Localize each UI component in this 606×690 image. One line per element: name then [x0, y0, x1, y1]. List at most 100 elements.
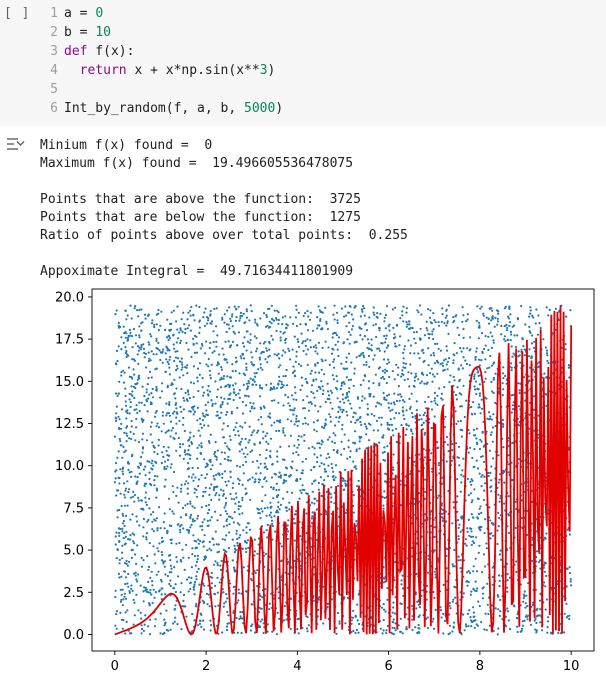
- scatter-point: [358, 622, 361, 626]
- scatter-point: [248, 439, 251, 442]
- scatter-point: [431, 620, 434, 623]
- scatter-point: [338, 415, 341, 418]
- scatter-point: [473, 448, 476, 451]
- scatter-point: [535, 621, 538, 625]
- scatter-point: [523, 354, 526, 357]
- scatter-point: [382, 504, 385, 507]
- scatter-point: [383, 446, 386, 449]
- scatter-point: [259, 366, 262, 369]
- scatter-point: [427, 395, 430, 399]
- scatter-point: [399, 602, 402, 605]
- scatter-point: [245, 590, 248, 593]
- scatter-point: [530, 357, 533, 360]
- scatter-point: [477, 526, 481, 529]
- scatter-point: [176, 560, 179, 563]
- scatter-point: [234, 369, 237, 373]
- scatter-point: [121, 627, 124, 630]
- scatter-point: [163, 603, 166, 606]
- scatter-point: [399, 335, 402, 338]
- scatter-point: [198, 583, 201, 586]
- scatter-point: [470, 590, 473, 593]
- scatter-point: [382, 581, 385, 584]
- scatter-point: [475, 319, 478, 322]
- scatter-point: [249, 450, 252, 453]
- scatter-point: [273, 472, 276, 475]
- scatter-point: [238, 536, 241, 539]
- scatter-point: [168, 401, 171, 404]
- scatter-point: [504, 374, 507, 378]
- scatter-point: [158, 506, 161, 509]
- scatter-point: [485, 397, 488, 400]
- scatter-point: [187, 531, 190, 534]
- scatter-point: [273, 515, 276, 518]
- scatter-point: [358, 416, 361, 419]
- scatter-point: [448, 624, 451, 627]
- scatter-point: [161, 451, 164, 454]
- code-line[interactable]: 4 return x + x*np.sin(x**3): [46, 61, 283, 80]
- scatter-point: [350, 313, 353, 316]
- scatter-point: [476, 517, 480, 520]
- scatter-point: [469, 336, 472, 339]
- scatter-point: [336, 451, 339, 454]
- scatter-point: [331, 336, 334, 339]
- scatter-point: [511, 393, 514, 397]
- scatter-point: [227, 323, 230, 326]
- scatter-point: [463, 542, 467, 545]
- code-line[interactable]: 3 def f(x):: [46, 42, 283, 61]
- scatter-point: [206, 519, 209, 522]
- scatter-point: [376, 312, 379, 315]
- scatter-point: [271, 463, 274, 466]
- scatter-point: [292, 398, 295, 401]
- scatter-point: [133, 533, 136, 536]
- scatter-point: [200, 506, 203, 509]
- scatter-point: [151, 387, 154, 391]
- scatter-point: [353, 372, 356, 375]
- scatter-point: [462, 356, 465, 359]
- scatter-point: [226, 518, 229, 521]
- scatter-point: [150, 350, 153, 353]
- scatter-point: [310, 402, 313, 405]
- scatter-point: [350, 622, 353, 625]
- output-toggle-icon[interactable]: [6, 136, 26, 152]
- scatter-point: [276, 611, 279, 614]
- scatter-point: [195, 575, 198, 578]
- scatter-point: [489, 537, 492, 540]
- scatter-point: [155, 517, 158, 520]
- scatter-point: [459, 419, 462, 423]
- scatter-point: [279, 474, 282, 477]
- scatter-point: [137, 349, 140, 352]
- scatter-point: [245, 531, 248, 534]
- scatter-point: [205, 340, 208, 343]
- scatter-point: [192, 382, 195, 385]
- scatter-point: [159, 324, 162, 327]
- scatter-point: [205, 592, 209, 595]
- scatter-point: [183, 568, 186, 571]
- scatter-point: [383, 459, 387, 462]
- code-token: b =: [64, 25, 96, 40]
- scatter-point: [384, 337, 387, 340]
- scatter-point: [159, 396, 162, 399]
- scatter-point: [394, 622, 397, 625]
- scatter-point: [487, 322, 491, 325]
- code-line[interactable]: 5: [46, 80, 283, 99]
- scatter-point: [254, 375, 257, 378]
- code-line[interactable]: 6 Int_by_random(f, a, b, 5000): [46, 99, 283, 118]
- scatter-point: [408, 323, 411, 326]
- scatter-point: [200, 613, 203, 616]
- scatter-point: [153, 325, 156, 329]
- run-cell-button[interactable]: [ ]: [4, 6, 31, 21]
- scatter-point: [392, 401, 396, 404]
- scatter-point: [447, 450, 450, 453]
- scatter-point: [190, 381, 193, 384]
- scatter-point: [490, 380, 493, 384]
- scatter-point: [315, 346, 318, 349]
- scatter-point: [238, 617, 241, 620]
- scatter-point: [295, 355, 298, 358]
- scatter-point: [157, 444, 160, 447]
- scatter-point: [130, 587, 133, 590]
- scatter-point: [153, 479, 156, 482]
